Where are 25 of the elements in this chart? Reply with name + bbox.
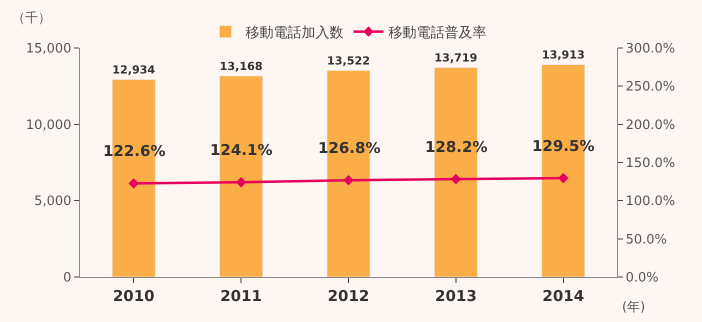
x-tick-label: 2010	[112, 287, 155, 305]
y2-tick-label: 250.0%	[626, 80, 676, 95]
y-tick-label: 15,000	[26, 42, 72, 57]
x-tick-label: 2013	[435, 287, 477, 305]
legend-label: 移動電話加入数	[246, 25, 344, 42]
x-tick-label: 2014	[542, 287, 584, 305]
data-label: 13,913	[542, 48, 585, 62]
x-axis-title: (年)	[622, 300, 646, 315]
y2-tick-label: 200.0%	[626, 118, 676, 133]
data-label: 13,522	[327, 54, 370, 68]
data-label: 13,719	[434, 52, 478, 65]
y2-tick-label: 300.0%	[626, 42, 676, 57]
data-label: 13,168	[220, 60, 263, 73]
y-axis-title: （千）	[12, 11, 51, 26]
y-tick-label: 5,000	[34, 194, 72, 210]
y2-tick-label: 100.0%	[626, 194, 676, 210]
y2-tick-label: 0.0%	[626, 270, 659, 286]
y-tick-label: 0	[63, 270, 72, 286]
legend-label: 移動電話普及率	[388, 24, 486, 42]
y2-tick-label: 50.0%	[626, 232, 667, 248]
x-tick-label: 2012	[328, 287, 370, 305]
x-tick-label: 2011	[220, 287, 262, 305]
y2-tick-label: 150.0%	[626, 156, 676, 172]
data-label: 12,934	[112, 64, 156, 77]
y-tick-label: 10,000	[26, 118, 72, 133]
